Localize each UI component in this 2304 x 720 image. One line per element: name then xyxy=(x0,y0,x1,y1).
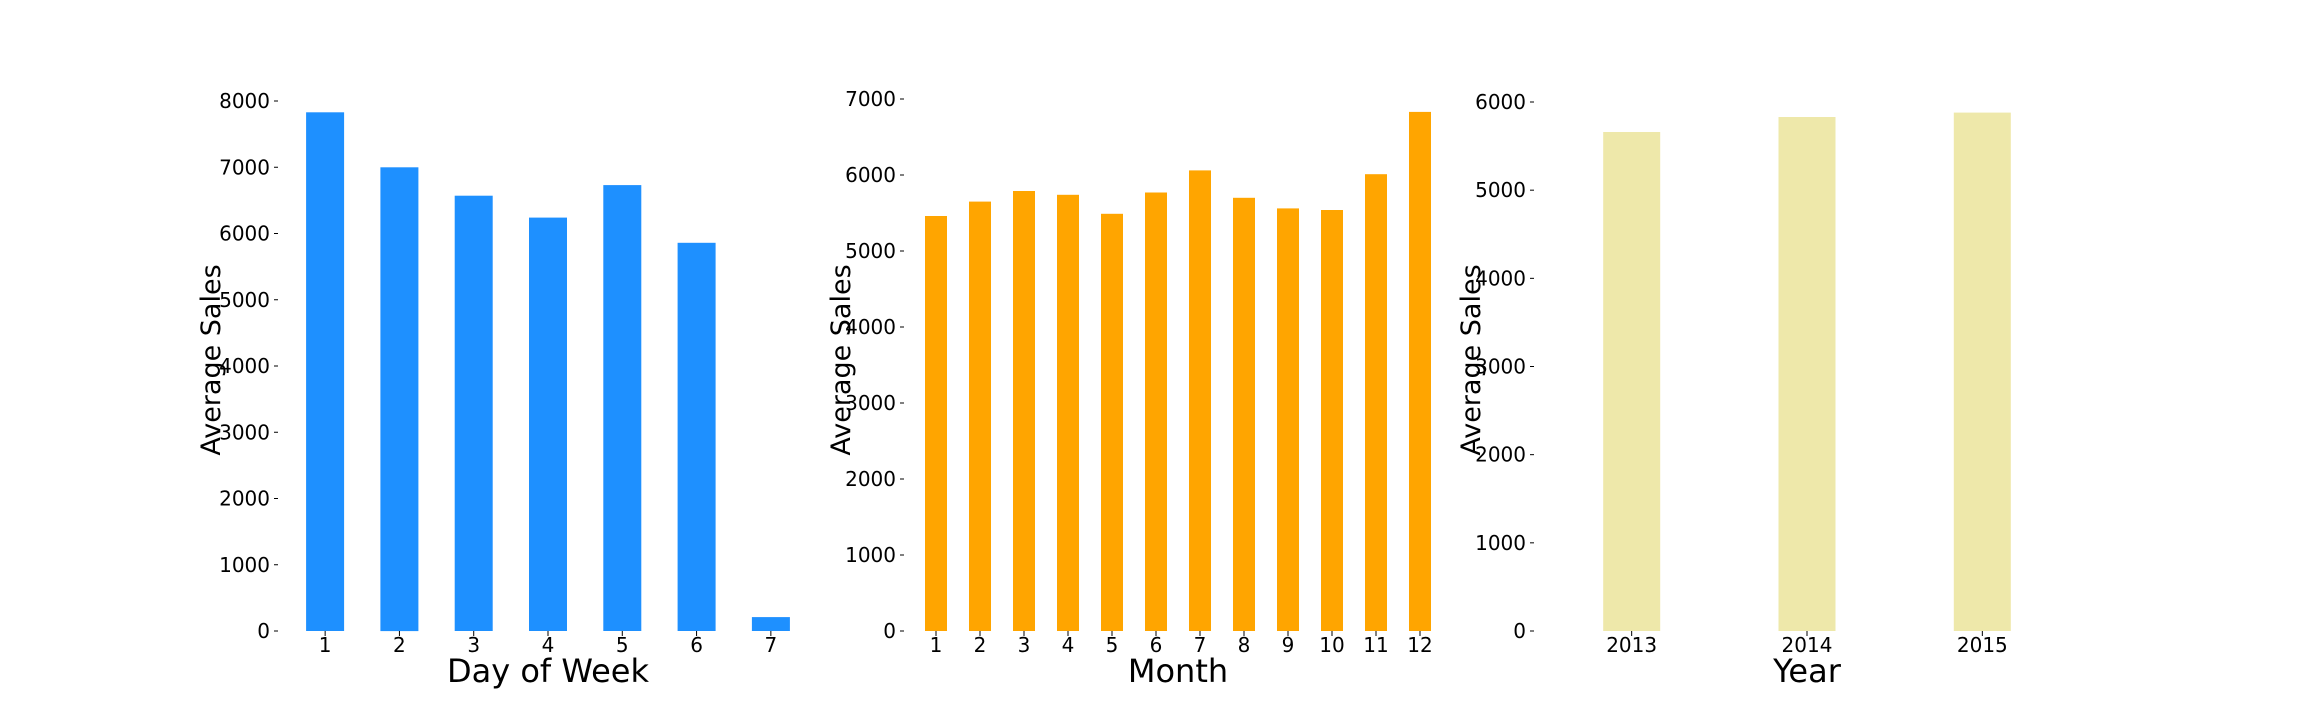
x-tick-label: 4 xyxy=(1062,633,1075,657)
bar-3 xyxy=(1013,191,1035,631)
x-tick-label: 1 xyxy=(319,633,332,657)
bar-11 xyxy=(1365,174,1387,631)
x-tick-label: 12 xyxy=(1407,633,1432,657)
x-tick-label: 3 xyxy=(1018,633,1031,657)
bar-2 xyxy=(969,201,991,631)
bar-12 xyxy=(1409,111,1431,631)
bar-2 xyxy=(380,167,419,632)
y-tick-label: 1000 xyxy=(219,553,270,577)
bar-8 xyxy=(1233,197,1255,632)
y-tick-label: 2000 xyxy=(845,467,896,491)
y-tick-label: 6000 xyxy=(1475,90,1526,114)
y-axis-label: Average Sales xyxy=(196,264,227,455)
y-tick-label: 4000 xyxy=(1475,266,1526,290)
x-tick-label: 7 xyxy=(1194,633,1207,657)
bar-1 xyxy=(306,112,345,632)
y-tick-label: 4000 xyxy=(845,315,896,339)
bar-2013 xyxy=(1603,132,1661,631)
x-tick-label: 2014 xyxy=(1782,633,1833,657)
chart-panel-3: 2013 2014 2015 0 1000 2000 3000 4000 5000 6000 Ave… xyxy=(1456,90,2011,690)
x-tick-label: 9 xyxy=(1282,633,1295,657)
x-axis-label: Day of Week xyxy=(447,652,650,690)
y-tick-label: 3000 xyxy=(219,420,270,444)
x-tick-label: 8 xyxy=(1238,633,1251,657)
chart-panel-2: 1 2 3 4 5 6 7 8 9 10 11 120100020003000400050006000… xyxy=(826,87,1433,690)
x-tick-label: 2013 xyxy=(1606,633,1657,657)
x-tick-label: 2015 xyxy=(1957,633,2008,657)
bar-1 xyxy=(925,216,947,631)
bar-10 xyxy=(1321,210,1343,631)
bar-9 xyxy=(1277,208,1299,631)
x-axis-label: Year xyxy=(1772,652,1842,690)
bar-4 xyxy=(1057,194,1079,632)
y-tick-label: 8000 xyxy=(219,89,270,113)
bar-7 xyxy=(751,617,790,631)
x-tick-label: 3 xyxy=(467,633,480,657)
bar-4 xyxy=(529,217,567,631)
y-tick-label: 5000 xyxy=(845,239,896,263)
y-tick-label: 0 xyxy=(257,619,270,643)
x-tick-label: 6 xyxy=(1150,633,1163,657)
bar-2015 xyxy=(1953,112,2011,632)
x-axis-label: Month xyxy=(1128,652,1228,690)
x-tick-label: 5 xyxy=(1106,633,1119,657)
chart-panel-1: 1 2 3 4 5 6 7 0 1000 2000 3000 4000 5000 6000 7000 8000… xyxy=(196,89,790,690)
x-tick-label: 11 xyxy=(1363,633,1388,657)
y-tick-label: 5000 xyxy=(1475,178,1526,202)
bar-5 xyxy=(1101,213,1123,632)
bar-7 xyxy=(1189,170,1211,631)
x-tick-label: 7 xyxy=(764,633,777,657)
bar-6 xyxy=(677,242,716,632)
y-tick-label: 1000 xyxy=(845,543,896,567)
y-tick-label: 5000 xyxy=(219,288,270,312)
bar-6 xyxy=(1145,192,1167,631)
y-tick-label: 6000 xyxy=(219,222,270,246)
y-axis-label: Average Sales xyxy=(1456,264,1487,455)
y-tick-label: 7000 xyxy=(219,155,270,179)
x-tick-label: 1 xyxy=(930,633,943,657)
x-tick-label: 2 xyxy=(393,633,406,657)
y-axis-label: Average Sales xyxy=(826,264,857,455)
bar-3 xyxy=(454,195,493,631)
bar-5 xyxy=(603,185,642,631)
y-tick-label: 4000 xyxy=(219,354,270,378)
x-tick-label: 2 xyxy=(974,633,987,657)
y-tick-label: 3000 xyxy=(845,391,896,415)
x-tick-label: 5 xyxy=(616,633,629,657)
y-tick-label: 6000 xyxy=(845,163,896,187)
y-tick-label: 3000 xyxy=(1475,355,1526,379)
x-tick-label: 10 xyxy=(1319,633,1344,657)
y-tick-label: 7000 xyxy=(845,87,896,111)
y-tick-label: 2000 xyxy=(219,487,270,511)
y-tick-label: 1000 xyxy=(1475,531,1526,555)
x-tick-label: 4 xyxy=(542,633,555,657)
bar-2014 xyxy=(1778,117,1836,631)
x-tick-label: 6 xyxy=(690,633,703,657)
y-tick-label: 2000 xyxy=(1475,443,1526,467)
y-tick-label: 0 xyxy=(1513,619,1526,643)
y-tick-label: 0 xyxy=(883,619,896,643)
